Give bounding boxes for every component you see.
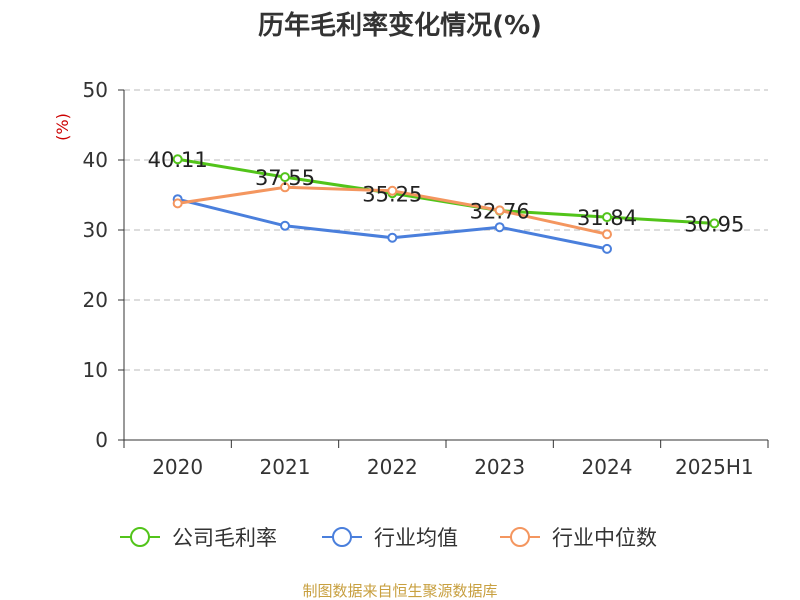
series-2-point <box>172 198 183 209</box>
data-label: 40.11 <box>148 148 208 172</box>
x-tick-label: 2024 <box>582 455 633 479</box>
series-2-point <box>387 185 398 196</box>
legend-label: 行业均值 <box>374 526 458 550</box>
legend: 公司毛利率 行业均值 行业中位数 <box>120 526 657 550</box>
series-layer <box>172 154 720 254</box>
legend-label: 公司毛利率 <box>172 526 277 550</box>
legend-label: 行业中位数 <box>552 526 657 550</box>
series-2-point <box>602 229 612 240</box>
series-0-point <box>602 212 612 223</box>
legend-marker-2 <box>510 527 530 547</box>
series-2-point <box>494 205 505 216</box>
source-note: 制图数据来自恒生聚源数据库 <box>302 582 497 600</box>
axes: 0 10 20 30 40 50 2020 2021 2022 2023 2024 2025H1 <box>83 78 769 479</box>
series-0-point <box>709 218 720 229</box>
y-tick-label: 10 <box>83 358 108 382</box>
series-0-point <box>172 154 183 165</box>
x-tick-label: 2023 <box>474 455 525 479</box>
series-0-point <box>280 172 290 183</box>
data-labels: 40.11 37.55 35.25 32.76 31.84 30.95 <box>148 148 745 236</box>
data-label: 30.95 <box>684 212 744 236</box>
y-tick-label: 0 <box>95 428 108 452</box>
series-1-point <box>602 243 612 254</box>
series-1-point <box>387 232 398 243</box>
y-tick-label: 50 <box>83 78 108 102</box>
series-2-point <box>280 182 290 193</box>
x-tick-label: 2022 <box>367 455 418 479</box>
data-label: 37.55 <box>255 166 315 190</box>
y-tick-label: 40 <box>83 148 108 172</box>
x-tick-label: 2021 <box>260 455 311 479</box>
series-1-point <box>280 220 290 231</box>
x-tick-label: 2020 <box>152 455 203 479</box>
legend-marker-1 <box>332 527 352 547</box>
chart-title: 历年毛利率变化情况(%) <box>258 10 542 41</box>
x-tick-label: 2025H1 <box>675 455 754 479</box>
y-axis-label: (%) <box>53 113 72 141</box>
data-label: 31.84 <box>577 206 637 230</box>
grid-lines <box>124 89 768 371</box>
series-1-point <box>494 222 505 233</box>
data-label: 32.76 <box>470 200 530 224</box>
data-label: 35.25 <box>362 182 422 206</box>
y-tick-label: 20 <box>83 288 108 312</box>
y-tick-label: 30 <box>83 218 108 242</box>
legend-marker-0 <box>130 527 150 547</box>
